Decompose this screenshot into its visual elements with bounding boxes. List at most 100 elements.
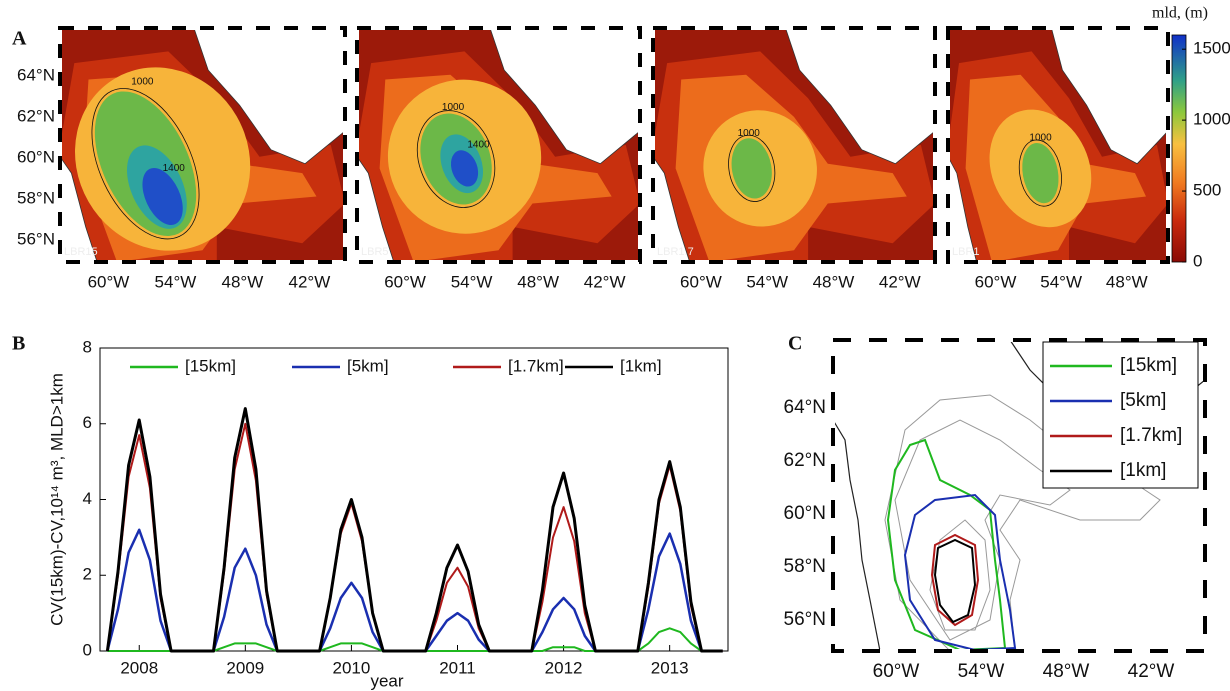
region [142, 167, 183, 225]
x-tick-label: 2009 [226, 658, 264, 677]
contour [903, 493, 1017, 651]
land [489, 28, 640, 165]
panel-label: A [12, 28, 27, 50]
legend-label: [1km] [620, 356, 662, 375]
lon-label: 54°W [746, 272, 788, 291]
x-tick-label: 2008 [120, 658, 158, 677]
contour-label: 1000 [131, 76, 154, 87]
lat-label: 58°N [784, 556, 826, 577]
region [450, 150, 479, 187]
contour [416, 110, 496, 208]
contour-label: 1400 [163, 163, 186, 174]
map-title: LBR5 [361, 246, 389, 258]
map-frame [58, 26, 347, 264]
lon-label: 48°W [813, 272, 855, 291]
map: 1000 1400 LBR15 [60, 28, 345, 262]
panel-label: B [12, 333, 25, 355]
x-tick-label: 2010 [332, 658, 370, 677]
map-frame [651, 26, 937, 264]
contour [728, 134, 776, 202]
contour [91, 88, 200, 240]
colorbar-tick-label: 500 [1193, 181, 1221, 200]
contour-label: 1000 [738, 128, 761, 139]
contour-label: 1000 [1029, 133, 1052, 144]
lon-label: 42°W [288, 272, 330, 291]
lon-label: 54°W [958, 661, 1005, 682]
x-tick-label: 2012 [545, 658, 583, 677]
region [731, 138, 772, 199]
x-axis-label: year [370, 671, 403, 690]
colorbar-title: mld, (m) [1152, 5, 1208, 22]
map-frame [355, 26, 642, 264]
land [948, 156, 978, 262]
map-title: LBR1.7 [657, 246, 694, 258]
y-tick-label: 2 [83, 565, 92, 584]
colorbar-tick-label: 1500 [1193, 39, 1230, 58]
panel-label: C [788, 333, 802, 355]
land [357, 155, 395, 262]
lon-label: 60°W [975, 272, 1017, 291]
legend-label: [1.7km] [1120, 425, 1182, 446]
contour [894, 419, 1071, 641]
plot-frame [99, 347, 729, 652]
map: 1000 LBR1.7 [653, 28, 935, 262]
y-tick-label: 6 [83, 413, 92, 432]
lon-label: 48°W [1106, 272, 1148, 291]
contour-label: 1000 [442, 102, 465, 113]
lat-label: 60°N [17, 147, 55, 166]
colorbar-tick-label: 1000 [1193, 110, 1230, 129]
lon-label: 42°W [584, 272, 626, 291]
land [1050, 28, 1168, 165]
contour [1018, 139, 1062, 207]
y-axis-label: CV(15km)-CV,10¹⁴ m³, MLD>1km [47, 373, 66, 626]
map: 1000 1400 LBR5 [357, 28, 640, 262]
legend-label: [5km] [1120, 390, 1166, 411]
lon-label: 60°W [680, 272, 722, 291]
legend-label: [15km] [1120, 355, 1177, 376]
x-tick-label: 2013 [651, 658, 689, 677]
lon-label: 54°W [155, 272, 197, 291]
y-tick-label: 4 [83, 489, 92, 508]
x-tick-label: 2011 [439, 658, 476, 677]
legend-label: [15km] [185, 356, 236, 375]
map-title: LBR1 [952, 246, 980, 258]
contour [929, 519, 991, 631]
lat-label: 56°N [17, 229, 55, 248]
lat-label: 62°N [17, 106, 55, 125]
map: 1000 LBR1 [948, 28, 1168, 262]
lon-label: 60°W [88, 272, 130, 291]
lat-label: 58°N [17, 188, 55, 207]
land [60, 155, 98, 262]
colorbar [1171, 34, 1187, 263]
lon-label: 48°W [517, 272, 559, 291]
coastline [833, 419, 881, 651]
lon-label: 60°W [873, 661, 920, 682]
lon-label: 42°W [1128, 661, 1175, 682]
contour [886, 438, 1007, 651]
y-tick-label: 0 [83, 640, 92, 659]
land [653, 155, 691, 262]
legend-label: [5km] [347, 356, 389, 375]
lon-label: 54°W [1040, 272, 1082, 291]
lat-label: 62°N [784, 450, 826, 471]
legend-label: [1km] [1120, 460, 1166, 481]
map-frame [831, 338, 1207, 653]
region [1022, 142, 1059, 204]
land [785, 28, 935, 165]
lon-label: 54°W [451, 272, 493, 291]
lon-label: 60°W [384, 272, 426, 291]
lat-label: 56°N [784, 609, 826, 630]
lat-label: 64°N [784, 397, 826, 418]
contour [930, 533, 980, 627]
map-title: LBR15 [64, 246, 98, 258]
land [193, 28, 345, 165]
y-tick-label: 8 [83, 337, 92, 356]
map-frame [946, 26, 1170, 264]
lat-label: 60°N [784, 503, 826, 524]
contour [933, 538, 977, 624]
legend-label: [1.7km] [508, 356, 564, 375]
lon-label: 48°W [1043, 661, 1090, 682]
lat-label: 64°N [17, 65, 55, 84]
